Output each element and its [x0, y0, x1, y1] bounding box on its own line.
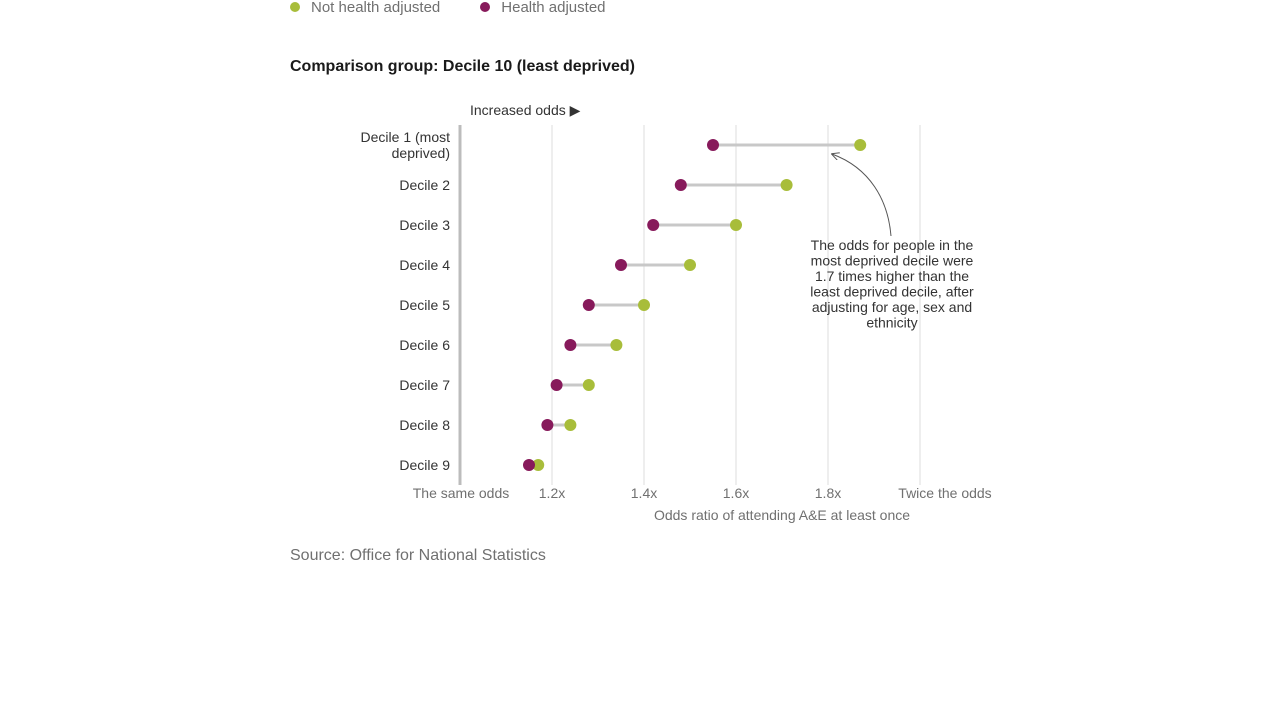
- category-label: Decile 4: [399, 257, 450, 273]
- chart-title: Comparison group: Decile 10 (least depri…: [290, 58, 635, 75]
- annotation-text: The odds for people in the most deprived …: [810, 237, 974, 331]
- category-label-line: Decile 6: [399, 337, 450, 353]
- x-tick-label: 1.4x: [631, 485, 657, 501]
- category-label: Decile 3: [399, 217, 450, 233]
- annotation-arrow: [832, 154, 892, 237]
- annotation-line: The odds for people in the: [811, 237, 974, 253]
- category-label-line: Decile 3: [399, 217, 450, 233]
- category-label: Decile 7: [399, 377, 450, 393]
- x-tick-label: Twice the odds: [898, 485, 991, 501]
- category-label: Decile 2: [399, 177, 450, 193]
- legend-label-adjusted: Health adjusted: [501, 0, 606, 16]
- x-tick-label: The same odds: [413, 485, 510, 501]
- category-label: Decile 9: [399, 457, 450, 473]
- category-label: Decile 6: [399, 337, 450, 353]
- category-label-line: Decile 1 (most: [361, 129, 451, 145]
- annotation-line: adjusting for age, sex and: [812, 299, 972, 315]
- category-label: Decile 8: [399, 417, 450, 433]
- annotation-line: 1.7 times higher than the: [815, 268, 969, 284]
- legend: Not health adjusted Health adjusted: [290, 0, 646, 17]
- category-label-line: Decile 4: [399, 257, 450, 273]
- legend-label-not-adjusted: Not health adjusted: [311, 0, 441, 16]
- point-adjusted: [674, 179, 687, 191]
- point-not-adjusted: [564, 419, 577, 431]
- x-tick-label: 1.6x: [723, 485, 749, 501]
- connectors: [529, 143, 861, 467]
- source-note: Source: Office for National Statistics: [290, 547, 546, 564]
- annotation-line: ethnicity: [866, 315, 917, 331]
- point-not-adjusted: [582, 379, 595, 391]
- point-adjusted: [564, 339, 577, 351]
- legend-dot-adjusted-icon: [480, 2, 491, 12]
- point-not-adjusted: [610, 339, 623, 351]
- gridlines: Increased odds ▶: [458, 102, 921, 485]
- point-adjusted: [707, 139, 719, 151]
- annotation: The odds for people in the most deprived …: [810, 154, 974, 331]
- category-label-line: Decile 8: [399, 417, 450, 433]
- x-axis: The same odds 1.2x 1.4x 1.6x 1.8x Twice the o…: [413, 485, 992, 523]
- point-not-adjusted: [638, 299, 650, 311]
- category-label-line: Decile 7: [399, 377, 450, 393]
- increased-odds-label: Increased odds ▶: [470, 102, 581, 118]
- point-adjusted: [541, 419, 554, 431]
- point-not-adjusted: [532, 459, 545, 471]
- category-label-line: deprived): [392, 145, 450, 161]
- legend-dot-not-adjusted-icon: [290, 2, 300, 12]
- category-label-line: Decile 5: [399, 297, 450, 313]
- point-adjusted: [615, 259, 627, 271]
- point-adjusted: [647, 219, 660, 231]
- category-label-line: Decile 2: [399, 177, 450, 193]
- x-axis-label: Odds ratio of attending A&E at least onc…: [654, 507, 910, 523]
- point-not-adjusted: [684, 259, 696, 271]
- category-label-line: Decile 9: [399, 457, 450, 473]
- dot-plot-chart: Increased odds ▶ Decile 1 (most deprived)…: [361, 102, 992, 523]
- legend-item-adjusted[interactable]: Health adjusted: [480, 0, 606, 16]
- x-tick-label: 1.2x: [539, 485, 565, 501]
- point-not-adjusted: [854, 139, 867, 151]
- point-not-adjusted: [730, 219, 742, 231]
- category-label: Decile 5: [399, 297, 450, 313]
- point-not-adjusted: [780, 179, 793, 191]
- point-adjusted: [550, 379, 563, 391]
- category-labels: Decile 1 (most deprived) Decile 2 Decile 3 D…: [361, 129, 451, 473]
- point-adjusted: [582, 299, 595, 311]
- data-points: [523, 139, 867, 471]
- annotation-line: least deprived decile, after: [810, 284, 974, 300]
- category-label: Decile 1 (most deprived): [361, 129, 451, 161]
- legend-item-not-adjusted[interactable]: Not health adjusted: [290, 0, 440, 16]
- x-tick-label: 1.8x: [815, 485, 841, 501]
- annotation-line: most deprived decile were: [811, 253, 974, 269]
- point-adjusted: [523, 459, 535, 471]
